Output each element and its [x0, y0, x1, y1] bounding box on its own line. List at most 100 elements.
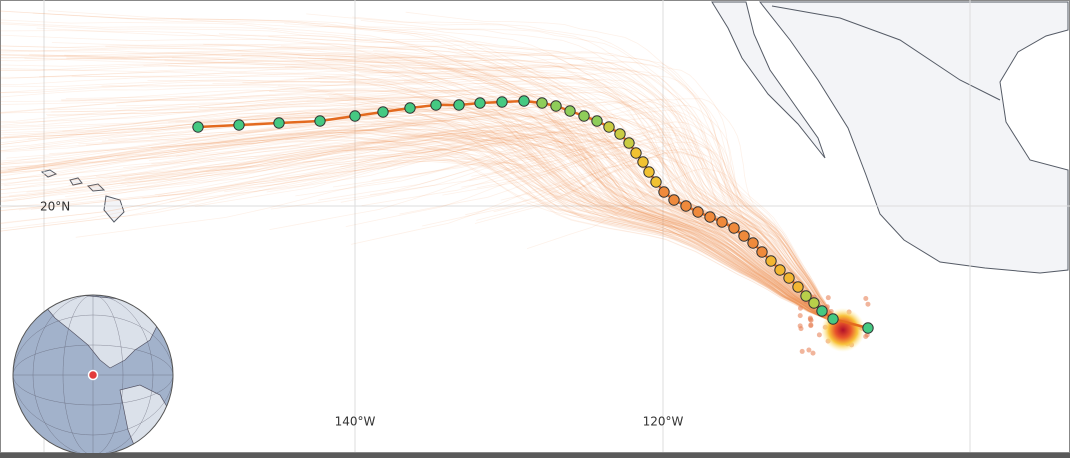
ensemble-track [109, 130, 844, 331]
ensemble-track [0, 80, 844, 331]
track-point [800, 290, 812, 302]
ensemble-track [372, 50, 844, 331]
ensemble-track [0, 131, 844, 331]
ensemble-track [283, 123, 844, 331]
ensemble-track [0, 128, 844, 331]
track-point [536, 97, 548, 109]
ensemble-track [47, 96, 844, 331]
ensemble-track [0, 49, 844, 331]
ensemble-track [0, 132, 844, 331]
ensemble-point [810, 350, 816, 356]
ensemble-track [471, 129, 844, 331]
ensemble-point [806, 347, 812, 353]
ensemble-track [68, 136, 844, 331]
ensemble-track [151, 125, 844, 331]
ensemble-track [0, 156, 844, 331]
track-point [816, 305, 828, 317]
ensemble-track [151, 113, 844, 331]
ensemble-track [328, 82, 844, 331]
ensemble-track [98, 130, 844, 331]
ensemble-track [361, 91, 844, 331]
track-point [591, 115, 603, 127]
ensemble-point [808, 322, 814, 328]
ensemble-track [324, 88, 844, 331]
ensemble-track [499, 121, 844, 331]
island [103, 195, 125, 223]
ensemble-track [0, 133, 844, 331]
ensemble-track [0, 133, 844, 331]
track-point [827, 313, 839, 325]
ensemble-track [0, 107, 844, 331]
ensemble-track [15, 123, 844, 331]
ensemble-track [325, 52, 844, 331]
ensemble-track [360, 20, 844, 331]
ensemble-track [45, 99, 844, 331]
ensemble-track [0, 70, 844, 331]
ensemble-track [74, 131, 844, 331]
ensemble-track [0, 128, 844, 331]
track-point [192, 121, 204, 133]
ensemble-track [0, 52, 844, 331]
ensemble-track [19, 149, 844, 331]
ensemble-track [47, 91, 844, 331]
ensemble-track [0, 160, 844, 331]
track-point [349, 110, 361, 122]
track-point [430, 99, 442, 111]
ensemble-track [27, 109, 844, 331]
ensemble-track [0, 129, 844, 331]
ensemble-track [0, 62, 844, 331]
ensemble-track [0, 34, 844, 331]
ensemble-track [0, 129, 844, 331]
ensemble-track [242, 70, 844, 331]
ensemble-track [0, 106, 844, 331]
track-point [792, 281, 804, 293]
ensemble-track [0, 52, 844, 331]
ensemble-track [0, 97, 844, 331]
ensemble-track [0, 141, 844, 331]
island [86, 183, 106, 192]
ensemble-track [321, 92, 844, 331]
ensemble-track [0, 110, 844, 331]
track-point [783, 272, 795, 284]
ensemble-track [0, 74, 844, 331]
track-point [273, 117, 285, 129]
ensemble-track [0, 159, 844, 331]
ensemble-track [0, 86, 844, 331]
ensemble-track [412, 64, 844, 331]
ensemble-track [0, 147, 844, 331]
ensemble-track [0, 44, 844, 331]
border [771, 5, 1001, 101]
ensemble-track [61, 89, 844, 331]
island [69, 177, 83, 186]
ensemble-track [169, 142, 844, 331]
ensemble-track [0, 30, 844, 331]
ensemble-track [453, 56, 844, 331]
ensemble-track [285, 103, 844, 331]
ensemble-track [0, 112, 844, 331]
ensemble-track [65, 134, 844, 331]
ensemble-track [370, 65, 844, 331]
ensemble-track [404, 76, 844, 331]
ensemble-track [320, 75, 844, 331]
ensemble-track [306, 85, 844, 331]
ensemble-point [863, 296, 869, 302]
ensemble-track [466, 46, 844, 331]
baja [711, 1, 826, 159]
ensemble-track [104, 139, 844, 331]
ensemble-track [465, 149, 844, 331]
ensemble-track [0, 50, 844, 331]
ensemble-track [0, 120, 844, 331]
ensemble-track [284, 23, 844, 331]
forecast-track [192, 95, 874, 334]
ensemble-track [168, 65, 844, 331]
ensemble-track [0, 22, 844, 331]
ensemble-track [116, 89, 844, 331]
track-point [496, 96, 508, 108]
track-point [578, 110, 590, 122]
track-point [623, 137, 635, 149]
track-point [474, 97, 486, 109]
ensemble-track [0, 62, 844, 331]
ensemble-track [8, 132, 844, 331]
ensemble-track [0, 122, 844, 331]
